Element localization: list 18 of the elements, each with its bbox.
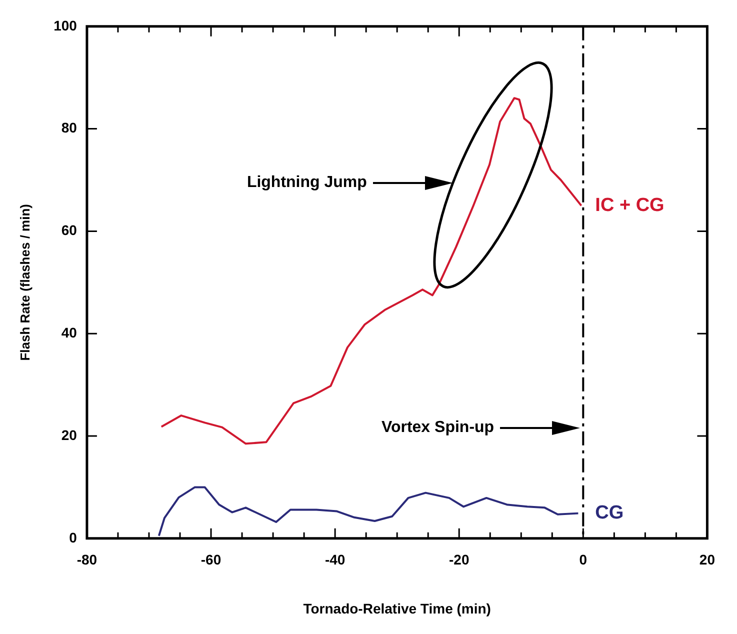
y-tick-label: 80: [61, 120, 78, 136]
y-tick-label: 100: [54, 17, 78, 34]
x-tick-label: 20: [699, 552, 716, 568]
y-axis-title: Flash Rate (flashes / min): [17, 204, 32, 361]
y-tick-label: 40: [61, 324, 78, 340]
y-tick-label: 60: [61, 222, 78, 238]
x-tick-label: -80: [76, 552, 98, 568]
series-label: CG: [595, 502, 624, 524]
annotation: Lightning Jump: [246, 172, 367, 193]
x-axis-title: Tornado-Relative Time (min): [303, 600, 491, 616]
x-tick-label: 0: [579, 552, 588, 568]
y-tick-label: 0: [69, 529, 78, 546]
x-tick-label: -60: [200, 552, 222, 568]
y-tick-label: 20: [61, 426, 78, 443]
series-label: IC + CG: [595, 194, 664, 216]
x-tick-label: -40: [324, 552, 346, 568]
annotation: Vortex Spin-up: [381, 418, 494, 438]
x-tick-label: -20: [448, 552, 470, 568]
